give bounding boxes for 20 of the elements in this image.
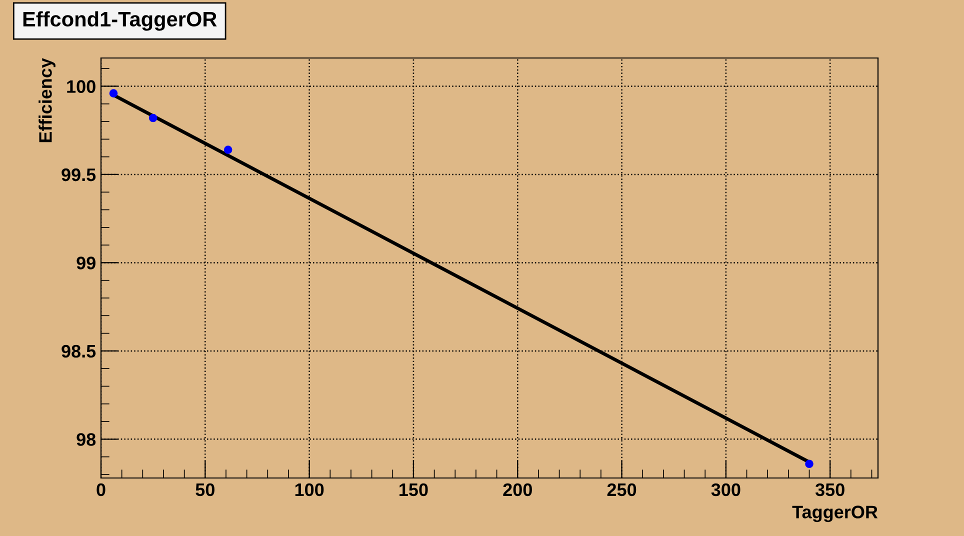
x-axis-title: TaggerOR — [792, 506, 878, 522]
y-tick-label: 98.5 — [62, 344, 96, 358]
point — [109, 89, 118, 98]
point — [148, 114, 158, 122]
y-tick-label: 100 — [67, 80, 96, 93]
x-tick-label: 250 — [607, 483, 636, 496]
point — [224, 146, 232, 154]
x-tick-label: 300 — [711, 483, 740, 496]
x-tick-label: 100 — [295, 483, 324, 496]
y-tick-label: 98 — [76, 433, 96, 446]
chart-title: Effcond1-TaggerOR — [23, 11, 217, 31]
y-tick-label: 99.5 — [62, 168, 96, 182]
x-tick-label: 200 — [503, 483, 532, 496]
y-axis-title: Efficiency — [38, 58, 56, 142]
x-tick-label: 50 — [196, 483, 214, 496]
x-tick-label: 0 — [96, 483, 106, 496]
y-tick-label: 99 — [76, 256, 96, 270]
x-tick-label: 350 — [815, 483, 844, 496]
point — [805, 460, 814, 468]
x-tick-label: 150 — [400, 483, 428, 496]
